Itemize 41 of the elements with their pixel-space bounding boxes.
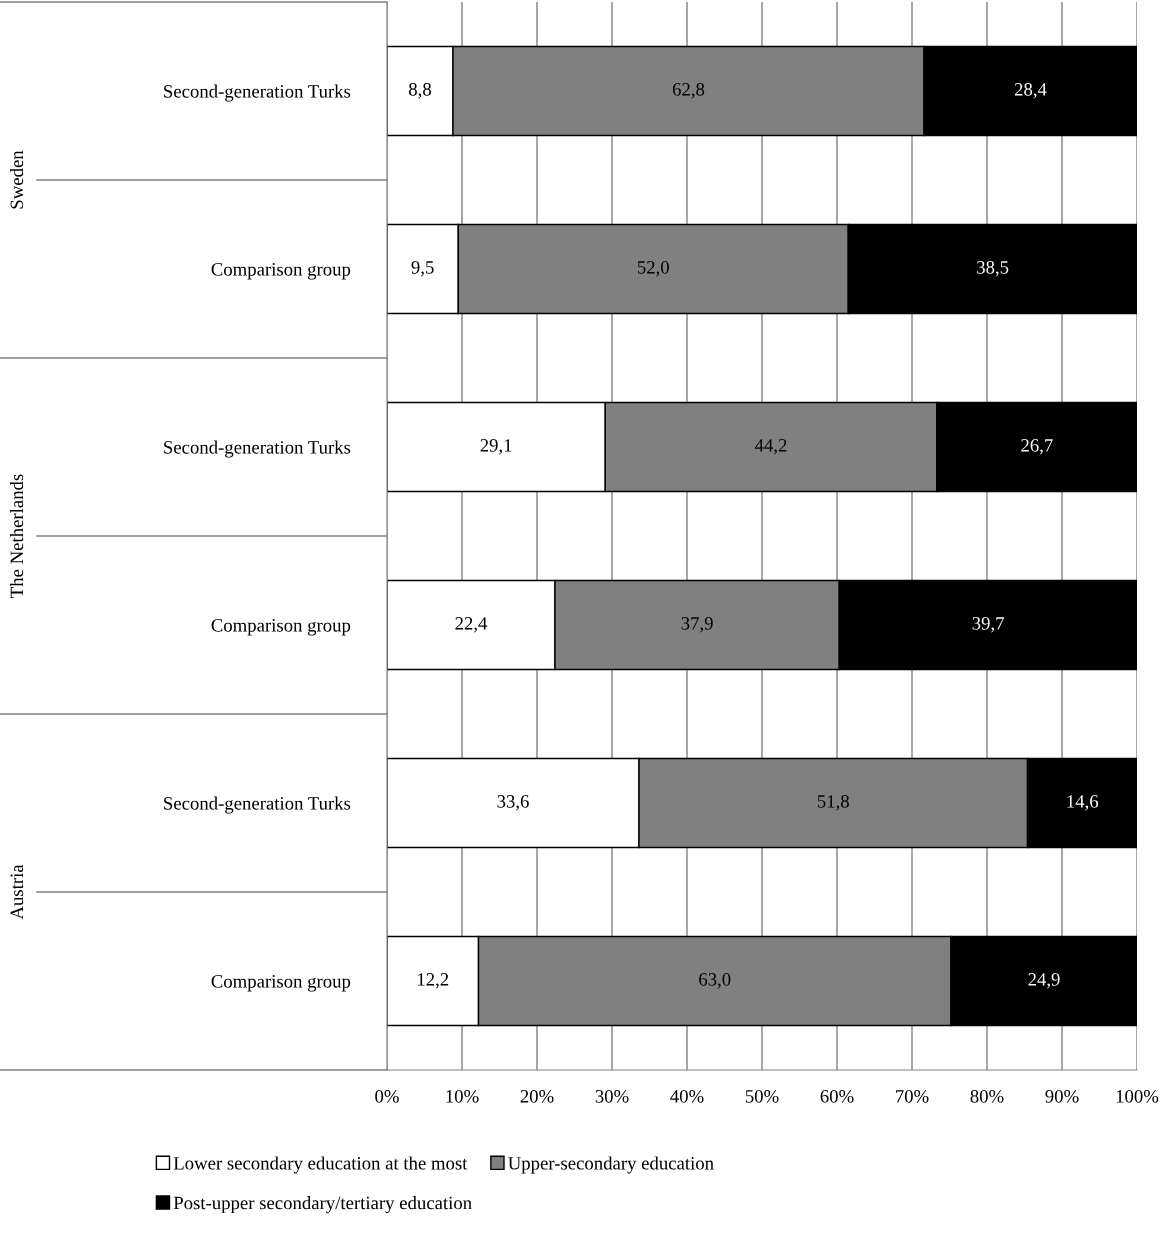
data-label: 22,4: [455, 617, 488, 633]
data-label: 9,5: [411, 261, 434, 277]
data-label: 28,4: [1014, 83, 1047, 99]
x-tick-label: 40%: [670, 1089, 704, 1103]
x-tick-label: 60%: [820, 1089, 854, 1103]
data-label: 37,9: [681, 617, 713, 633]
data-label: 52,0: [637, 261, 669, 277]
y-tick-label: Comparison group: [211, 975, 351, 992]
y-tick-label: Second-generation Turks: [164, 84, 351, 102]
y-tick-label: Second-generation Turks: [164, 796, 351, 814]
x-tick-label: 70%: [896, 1089, 929, 1103]
legend-label: Lower secondary education at the most: [173, 1156, 468, 1174]
data-label: 33,6: [497, 795, 529, 811]
legend-label: Post-upper secondary/tertiary education: [173, 1196, 472, 1214]
data-label: 12,2: [417, 973, 449, 989]
x-tick-label: 90%: [1045, 1089, 1079, 1103]
text: The Netherlands: [10, 474, 24, 598]
data-label: 14,6: [1067, 795, 1099, 811]
legend-label: Upper-secondary education: [508, 1156, 714, 1174]
y-tick-label: Comparison group: [211, 619, 351, 636]
text: Sweden: [10, 150, 24, 209]
data-label: 63,0: [699, 973, 731, 989]
x-tick-label: 0%: [375, 1089, 399, 1103]
x-tick-label: 20%: [520, 1089, 554, 1103]
x-tick-label: 30%: [595, 1089, 629, 1103]
text: Austria: [10, 864, 24, 920]
y-tick-label: Comparison group: [211, 263, 351, 280]
x-tick-label: 10%: [446, 1089, 479, 1103]
x-tick-label: 80%: [970, 1089, 1004, 1103]
data-label: 26,7: [1021, 439, 1053, 455]
data-label: 38,5: [977, 261, 1009, 277]
x-tick-label: 50%: [745, 1089, 779, 1103]
y-tick-label: Second-generation Turks: [164, 440, 351, 458]
data-label: 39,7: [972, 617, 1004, 633]
data-label: 24,9: [1028, 973, 1060, 989]
x-tick-label: 100%: [1116, 1089, 1159, 1103]
data-label: 62,8: [672, 83, 705, 99]
data-label: 8,8: [409, 83, 431, 99]
data-label: 44,2: [754, 439, 787, 455]
data-label: 29,1: [480, 439, 512, 455]
data-label: 51,8: [817, 795, 849, 811]
